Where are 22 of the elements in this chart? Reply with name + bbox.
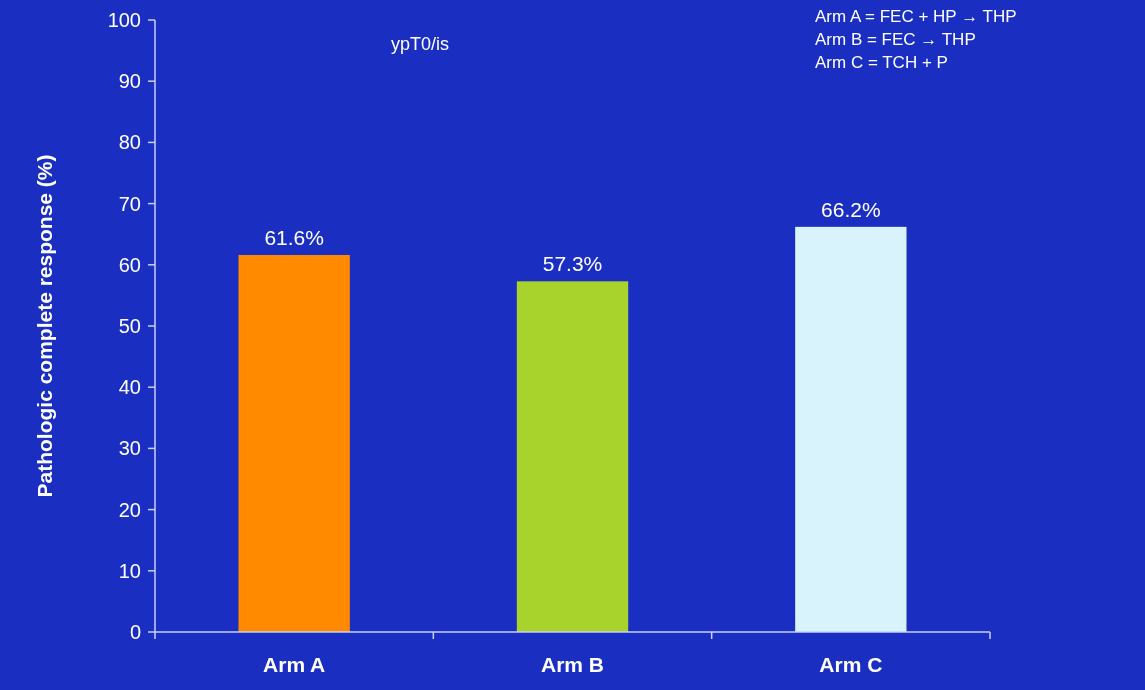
- annotation: Arm C = TCH + P: [815, 53, 948, 72]
- x-tick-label: Arm C: [819, 653, 883, 676]
- y-tick-label: 10: [118, 559, 141, 582]
- annotation: Arm B = FEC → THP: [815, 30, 976, 49]
- y-tick-label: 50: [118, 315, 141, 337]
- x-tick-label: Arm B: [540, 653, 605, 676]
- y-tick-label: 40: [118, 376, 141, 399]
- data-label: 57.3%: [542, 252, 603, 276]
- y-tick-label: 80: [118, 131, 141, 154]
- y-tick-label: 60: [118, 253, 141, 276]
- y-tick-label: 100: [107, 9, 141, 31]
- annotation: Arm A = FEC + HP → THP: [815, 7, 1017, 26]
- y-tick-label: 70: [118, 192, 141, 215]
- data-label: 66.2%: [821, 197, 881, 221]
- y-tick-label: 30: [118, 437, 141, 460]
- y-tick-label: 0: [129, 621, 141, 643]
- x-tick-label: Arm A: [263, 653, 326, 676]
- y-tick-label: 20: [118, 498, 141, 521]
- annotation: ypT0/is: [390, 34, 450, 54]
- y-tick-label: 90: [118, 70, 141, 93]
- y-axis-title: Pathologic complete response (%): [33, 154, 56, 498]
- data-label: 61.6%: [264, 226, 324, 250]
